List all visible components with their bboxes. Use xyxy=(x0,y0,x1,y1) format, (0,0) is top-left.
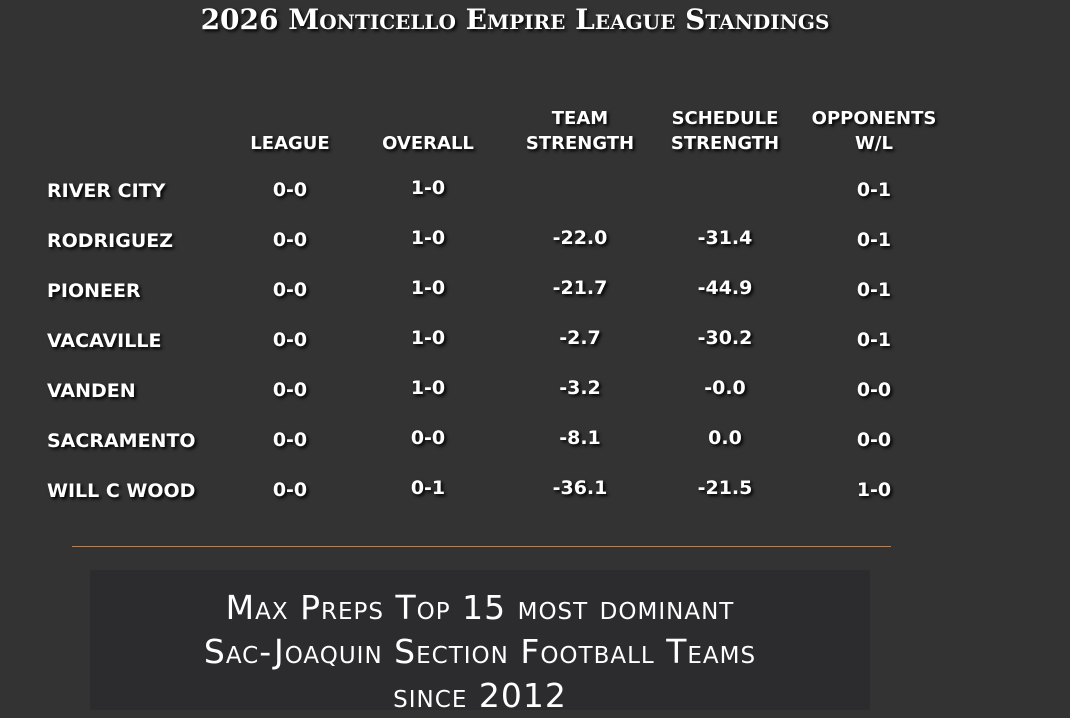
table-cell: 0-1 xyxy=(856,279,892,301)
team-name: River City xyxy=(47,180,166,202)
table-cell: 0-0 xyxy=(272,429,308,451)
table-cell: 0-0 xyxy=(272,229,308,251)
table-cell: -21.7 xyxy=(552,277,608,299)
team-name: Rodriguez xyxy=(47,230,174,252)
team-name: Vanden xyxy=(47,380,136,402)
table-cell: 0.0 xyxy=(708,427,742,449)
table-cell: -3.2 xyxy=(559,377,601,399)
table-cell: 0-1 xyxy=(410,477,446,499)
table-cell: -31.4 xyxy=(697,227,753,249)
table-cell: 0-0 xyxy=(410,427,446,449)
banner xyxy=(90,570,870,710)
table-cell: 1-0 xyxy=(410,277,446,299)
column-header: Team Strength xyxy=(525,108,635,154)
column-header: Schedule Strength xyxy=(670,108,780,154)
table-cell: 0-0 xyxy=(272,329,308,351)
table-cell: 0-0 xyxy=(272,279,308,301)
column-header: Opponents W/L xyxy=(811,108,937,154)
table-cell: 1-0 xyxy=(410,227,446,249)
page: {"header": {"title": "2026 Monticello Em… xyxy=(47,3,937,715)
table-cell: -44.9 xyxy=(697,277,753,299)
table-cell: 0-0 xyxy=(856,379,892,401)
team-name: Sacramento xyxy=(47,430,196,452)
table-cell: 0-0 xyxy=(272,379,308,401)
table-cell: 0-0 xyxy=(272,479,308,501)
table-cell: -0.0 xyxy=(704,377,746,399)
table-cell: 0-1 xyxy=(856,179,892,201)
table-cell: -36.1 xyxy=(552,477,608,499)
table-cell: -8.1 xyxy=(559,427,601,449)
table-cell: 0-1 xyxy=(856,229,892,251)
table-cell: 1-0 xyxy=(856,479,892,501)
table-cell: 1-0 xyxy=(410,377,446,399)
page-title: 2026 Monticello Empire League Standings xyxy=(200,3,830,36)
divider xyxy=(72,546,891,547)
team-name: Pioneer xyxy=(47,280,141,302)
banner-line: Sac-Joaquin Section Football Teams xyxy=(203,632,757,671)
team-name: Will C Wood xyxy=(47,480,196,502)
table-cell: 0-0 xyxy=(856,429,892,451)
table-cell: -2.7 xyxy=(559,327,601,349)
table-cell: 1-0 xyxy=(410,177,446,199)
banner-line: since 2012 xyxy=(393,676,567,715)
table-cell: 0-1 xyxy=(856,329,892,351)
banner-text: Max Preps Top 15 most dominant Sac-Joaqui… xyxy=(30,586,930,718)
table-cell: 0-0 xyxy=(272,179,308,201)
table-cell: -30.2 xyxy=(697,327,753,349)
column-header: Overall xyxy=(382,133,474,154)
banner-line: Max Preps Top 15 most dominant xyxy=(225,588,735,627)
table-cell: 1-0 xyxy=(410,327,446,349)
table-cell: -21.5 xyxy=(697,477,753,499)
column-header: League xyxy=(250,133,330,154)
team-name: Vacaville xyxy=(47,330,162,352)
table-cell: -22.0 xyxy=(552,227,608,249)
